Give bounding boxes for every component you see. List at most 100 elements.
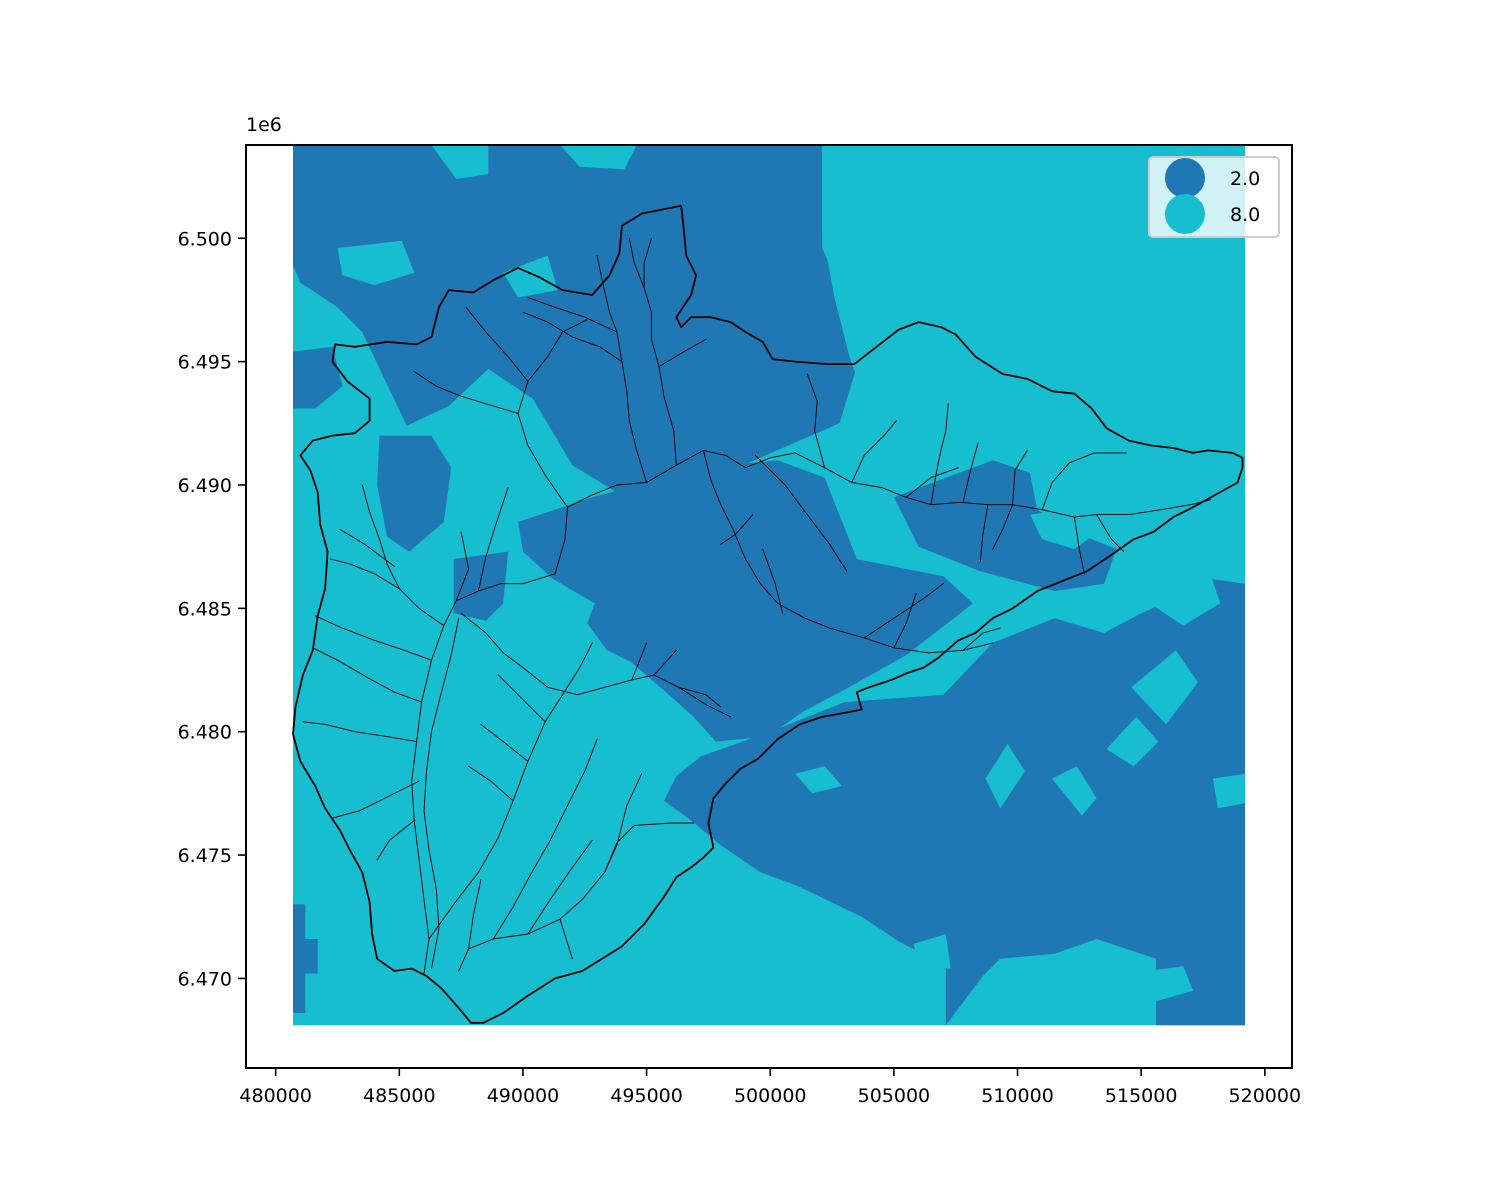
river-line bbox=[477, 487, 509, 592]
legend-marker-8 bbox=[1165, 194, 1205, 234]
river-line bbox=[480, 723, 529, 762]
river-line bbox=[631, 642, 648, 681]
river-line bbox=[1096, 514, 1125, 553]
river-line bbox=[492, 738, 598, 940]
river-line bbox=[468, 765, 514, 802]
x-tick-label: 500000 bbox=[734, 1085, 807, 1107]
river-line bbox=[930, 403, 949, 506]
raster-region-class-2 bbox=[293, 346, 343, 409]
raster-region-class-8 bbox=[1131, 650, 1198, 725]
raster-region-class-8 bbox=[431, 145, 489, 179]
river-line bbox=[1073, 516, 1085, 575]
raster-region-class-8 bbox=[1143, 559, 1221, 626]
axes-frame bbox=[245, 144, 1293, 1069]
river-line bbox=[428, 694, 563, 940]
river-line bbox=[628, 237, 645, 289]
river-line bbox=[314, 615, 432, 661]
river-line bbox=[754, 454, 848, 572]
raster-region-class-2 bbox=[453, 551, 509, 621]
river-line bbox=[806, 373, 826, 469]
y-tick-label: 6.500 bbox=[178, 228, 232, 250]
x-tick-label: 520000 bbox=[1229, 1085, 1302, 1107]
river-line bbox=[678, 686, 722, 708]
river-line bbox=[643, 237, 677, 466]
raster-region-class-8 bbox=[1052, 766, 1097, 816]
x-tick-label: 505000 bbox=[858, 1085, 931, 1107]
raster-region-class-8 bbox=[1029, 507, 1102, 550]
raster-region-class-2 bbox=[377, 435, 452, 552]
river-line bbox=[992, 504, 1014, 550]
river-line bbox=[497, 674, 546, 723]
raster-region-class-8 bbox=[822, 145, 1245, 495]
raster-region-class-8 bbox=[310, 309, 340, 337]
river-line bbox=[465, 306, 568, 508]
raster-region-class-8 bbox=[985, 744, 1025, 809]
x-tick-label: 510000 bbox=[981, 1085, 1054, 1107]
river-line bbox=[361, 484, 445, 627]
river-line bbox=[762, 548, 784, 614]
raster-region-class-2 bbox=[663, 578, 1245, 1026]
river-line bbox=[339, 528, 395, 567]
river-line bbox=[851, 420, 897, 483]
y-tick-label: 6.475 bbox=[178, 845, 232, 867]
raster-region-class-8 bbox=[1079, 966, 1194, 1001]
raster-region-class-8 bbox=[913, 934, 951, 969]
river-line bbox=[329, 558, 400, 590]
river-line bbox=[527, 839, 593, 935]
raster-region-class-8 bbox=[1106, 716, 1159, 767]
map-layers bbox=[292, 145, 1246, 1026]
river-line bbox=[658, 338, 707, 368]
river-line bbox=[458, 822, 695, 972]
river-line bbox=[905, 467, 959, 498]
river-line bbox=[376, 820, 415, 861]
y-tick-label: 6.480 bbox=[178, 722, 232, 744]
raster-region-class-8 bbox=[560, 145, 637, 170]
river-line bbox=[703, 449, 994, 654]
legend-label-2: 2.0 bbox=[1230, 168, 1260, 190]
river-line bbox=[893, 593, 917, 649]
river-line bbox=[468, 879, 482, 950]
river-line bbox=[604, 773, 643, 873]
raster-region-class-8 bbox=[503, 255, 558, 298]
river-line bbox=[720, 514, 754, 545]
y-tick-label: 6.490 bbox=[178, 475, 232, 497]
river-line bbox=[455, 531, 470, 602]
x-axis: 480000 485000 490000 495000 500000 505000 5100… bbox=[239, 1068, 1301, 1107]
river-line bbox=[962, 442, 979, 503]
y-tick-label: 6.485 bbox=[178, 598, 232, 620]
river-line bbox=[1012, 449, 1028, 506]
x-tick-label: 480000 bbox=[239, 1085, 312, 1107]
river-line bbox=[653, 649, 677, 676]
raster-region-class-2 bbox=[293, 145, 857, 493]
legend: 2.0 8.0 bbox=[1148, 156, 1280, 238]
watershed-boundary-layer bbox=[292, 205, 1244, 1024]
raster-region-class-8 bbox=[795, 766, 842, 794]
legend-label-8: 8.0 bbox=[1230, 204, 1260, 226]
river-line bbox=[423, 617, 460, 970]
raster-region-class-8 bbox=[337, 240, 415, 286]
x-tick-label: 495000 bbox=[610, 1085, 683, 1107]
river-line bbox=[312, 647, 423, 703]
river-line bbox=[979, 504, 989, 562]
raster-layer bbox=[292, 145, 1246, 1026]
watershed-boundary bbox=[292, 205, 1244, 1024]
river-line bbox=[460, 612, 732, 718]
y-axis: 6.470 6.475 6.480 6.485 6.490 6.495 6.500 bbox=[178, 228, 246, 990]
river-line bbox=[332, 780, 420, 819]
river-line bbox=[413, 371, 519, 414]
x-tick-label: 490000 bbox=[487, 1085, 560, 1107]
y-tick-label: 6.495 bbox=[178, 352, 232, 374]
river-line bbox=[527, 297, 618, 333]
raster-region-class-2 bbox=[893, 460, 1117, 592]
river-line bbox=[1041, 452, 1127, 511]
river-network-layer bbox=[302, 237, 1211, 974]
river-line bbox=[562, 642, 593, 696]
x-tick-label: 485000 bbox=[363, 1085, 436, 1107]
river-line bbox=[559, 918, 573, 960]
raster-region-class-8 bbox=[1212, 773, 1245, 809]
river-line bbox=[522, 311, 623, 363]
raster-region-class-2 bbox=[293, 904, 318, 1013]
legend-marker-2 bbox=[1165, 158, 1205, 198]
x-tick-label: 515000 bbox=[1105, 1085, 1178, 1107]
